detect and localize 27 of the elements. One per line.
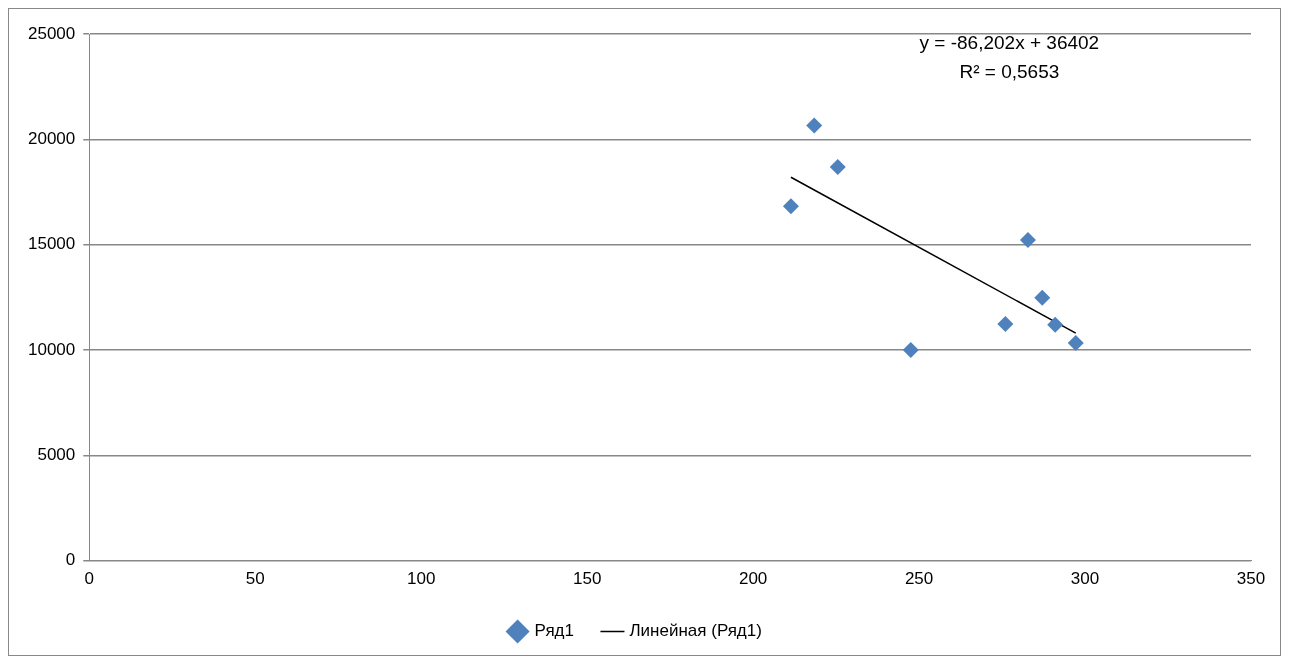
point [1019, 232, 1036, 249]
point [782, 198, 799, 215]
x-tick-label: 50 [245, 569, 265, 589]
point [997, 316, 1014, 333]
y-tick-label: 0 [65, 550, 76, 570]
y-tick-label: 5000 [37, 444, 76, 464]
point [1067, 335, 1084, 352]
y-tick-label: 10000 [27, 339, 76, 359]
point [1034, 289, 1051, 306]
x-tick-label: 150 [572, 569, 602, 589]
x-tick-label: 350 [1236, 569, 1266, 589]
x-tick-label: 250 [904, 569, 934, 589]
annotation: y = -86,202x + 36402 [919, 32, 1100, 54]
annotation: R² = 0,5653 [959, 61, 1060, 83]
x-tick-label: 300 [1070, 569, 1100, 589]
x-tick-label: 0 [84, 569, 95, 589]
point [829, 159, 846, 176]
point [806, 117, 823, 134]
x-tick-label: 100 [407, 569, 436, 589]
x-tick-label: 200 [738, 569, 768, 589]
y-tick-label: 20000 [27, 129, 76, 149]
legend-label: Ряд1 [534, 621, 574, 641]
point [1047, 316, 1064, 333]
y-tick-label: 25000 [27, 23, 76, 43]
legend-label: Линейная (Ряд1) [629, 621, 762, 641]
y-tick-label: 15000 [27, 234, 76, 254]
point [902, 341, 919, 358]
